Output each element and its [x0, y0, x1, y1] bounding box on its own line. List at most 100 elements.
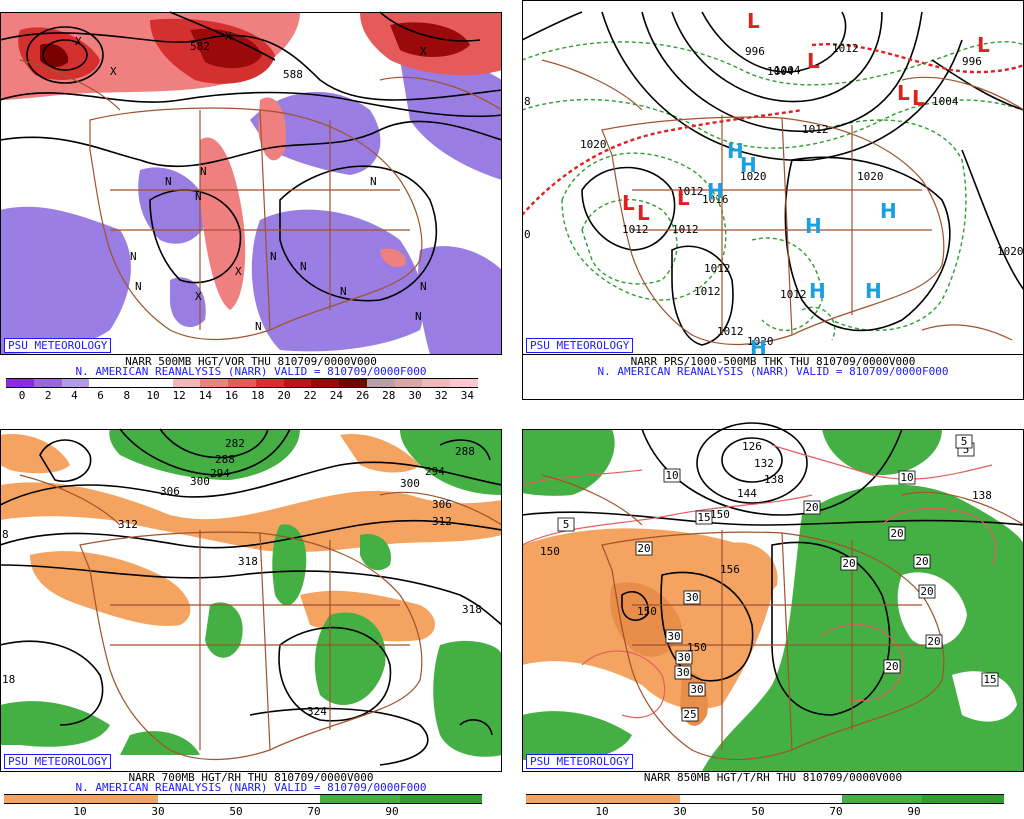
- contour-label: N: [200, 165, 207, 178]
- humidity-850mb-map: 126 132 138 144 150 156 150 150 150 138 …: [522, 422, 1024, 771]
- svg-text:30: 30: [690, 683, 703, 696]
- isobar-label: 1012: [677, 185, 704, 198]
- contour-label: N: [420, 280, 427, 293]
- colorbar-tick: 2: [44, 389, 52, 402]
- temperature-label: 5: [955, 434, 973, 449]
- contour-label: 282: [225, 437, 245, 450]
- contour-label: N: [165, 175, 172, 188]
- svg-text:20: 20: [890, 527, 903, 540]
- colorbar-segment: [228, 378, 257, 388]
- height-label: 126: [742, 440, 762, 453]
- contour-label: 306: [432, 498, 452, 511]
- colorbar-tick: 10: [595, 805, 609, 818]
- temperature-label: 30: [688, 682, 706, 697]
- temperature-label: 5: [557, 517, 575, 532]
- contour-label: X: [75, 35, 82, 48]
- colorbar-segment: [283, 378, 312, 388]
- front-lines: [522, 43, 1024, 216]
- svg-text:15: 15: [983, 673, 996, 686]
- isobar-label: 1016: [702, 193, 729, 206]
- svg-text:20: 20: [915, 555, 928, 568]
- colorbar-segment: [33, 378, 62, 388]
- panel-title: NARR PRS/1000-500MB THK THU 810709/0000V…: [630, 355, 916, 368]
- height-label: 138: [972, 489, 992, 502]
- svg-text:5: 5: [963, 443, 970, 456]
- isobar-label: 996: [962, 55, 982, 68]
- temperature-label: 30: [683, 590, 701, 605]
- temperature-label: 10: [898, 470, 916, 485]
- contour-label: N: [370, 175, 377, 188]
- psu-meteorology-label: PSU METEOROLOGY: [526, 338, 634, 353]
- colorbar-tick: 6: [97, 389, 104, 402]
- colorbar-segment: [842, 794, 922, 804]
- height-label: 150: [637, 605, 657, 618]
- temperature-label: 20: [925, 634, 943, 649]
- high-pressure-symbol: H: [880, 199, 897, 223]
- humidity-700mb-map: 306 300 294 288 282 312 318 324 300 294 …: [0, 428, 502, 771]
- high-pressure-symbol: H: [727, 139, 744, 163]
- svg-text:20: 20: [805, 501, 818, 514]
- panel-subtitle: N. AMERICAN REANALYSIS (NARR) VALID = 81…: [597, 365, 949, 378]
- height-labels: 126 132 138 144 150 156 150 150 150 138: [540, 440, 992, 654]
- contour-label: 318: [238, 555, 258, 568]
- colorbar-tick: 34: [460, 389, 475, 402]
- contour-label: X: [225, 30, 232, 43]
- isobar-label: 1012: [832, 42, 859, 55]
- colorbar-segment: [400, 794, 482, 804]
- temperature-label: 30: [665, 629, 683, 644]
- contour-label: N: [195, 190, 202, 203]
- isobar-label: 996: [745, 45, 765, 58]
- colorbar-segment: [144, 378, 174, 388]
- isobar-label: 1012: [694, 285, 721, 298]
- map-frame: [0, 429, 502, 772]
- svg-text:30: 30: [685, 591, 698, 604]
- low-pressure-symbol: L: [747, 9, 760, 33]
- psu-meteorology-label: PSU METEOROLOGY: [526, 754, 634, 769]
- contour-label: N: [300, 260, 307, 273]
- panel-frame: [522, 0, 1024, 400]
- temperature-label: 20: [635, 541, 653, 556]
- contour-label: N: [415, 310, 422, 323]
- colorbar-segment: [394, 378, 423, 388]
- isobar-label: 1012: [672, 223, 699, 236]
- psu-meteorology-label: PSU METEOROLOGY: [4, 754, 112, 769]
- height-label: 156: [720, 563, 740, 576]
- colorbar-tick: 70: [829, 805, 843, 818]
- low-pressure-symbol: L: [677, 186, 690, 210]
- isobar-label: 1012: [717, 325, 744, 338]
- contour-labels: 582 588 N N N N N N N N N N N N X X X X …: [75, 30, 427, 333]
- svg-text:20: 20: [637, 542, 650, 555]
- contour-label: 288: [215, 453, 235, 466]
- colorbar-segment: [922, 794, 1004, 804]
- svg-text:10: 10: [665, 469, 678, 482]
- colorbar-tick: 8: [123, 389, 131, 402]
- temperature-label: 10: [663, 468, 681, 483]
- contour-label: N: [135, 280, 142, 293]
- colorbar-tick: 0: [18, 389, 26, 402]
- svg-text:30: 30: [677, 651, 690, 664]
- humidity-colorbar: [4, 794, 482, 804]
- panel-500mb-vorticity: 582 588 N N N N N N N N N N N N X X X X …: [0, 0, 502, 404]
- contour-label: 318: [462, 603, 482, 616]
- colorbar-segment: [320, 794, 400, 804]
- high-pressure-symbol: H: [865, 279, 882, 303]
- land-borders: [541, 474, 1024, 761]
- svg-text:5: 5: [563, 518, 570, 531]
- colorbar-segment: [311, 378, 340, 388]
- colorbar-tick: 26: [355, 389, 370, 402]
- low-pressure-symbol: L: [977, 33, 990, 57]
- contour-label: 582: [190, 40, 210, 53]
- height-label: 132: [754, 457, 774, 470]
- colorbar-tick: 14: [198, 389, 213, 402]
- humidity-colorbar-ticks: 10 30 50 70 90: [0, 806, 502, 818]
- svg-text:20: 20: [920, 585, 933, 598]
- colorbar-segment: [255, 378, 285, 388]
- contour-label: X: [195, 290, 202, 303]
- svg-text:10: 10: [900, 471, 913, 484]
- colorbar-tick: 28: [382, 389, 396, 402]
- temperature-label: 15: [695, 510, 713, 525]
- contour-label: X: [420, 45, 427, 58]
- temperature-label: 20: [840, 556, 858, 571]
- colorbar-tick: 90: [385, 805, 399, 818]
- panel-subtitle: N. AMERICAN REANALYSIS (NARR) VALID = 81…: [75, 365, 427, 378]
